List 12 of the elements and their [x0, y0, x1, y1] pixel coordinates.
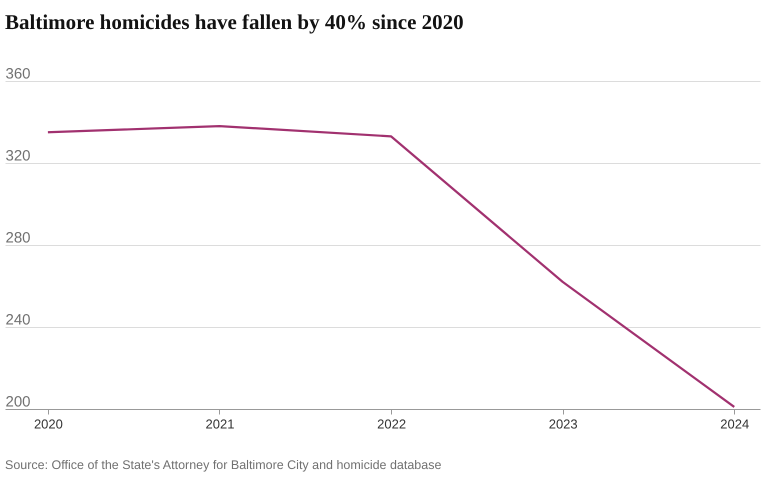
x-tick-label: 2022 — [377, 416, 406, 432]
y-tick-label: 200 — [6, 394, 31, 410]
x-tick-label: 2020 — [34, 416, 63, 432]
x-tick-label: 2023 — [548, 416, 578, 432]
chart-title: Baltimore homicides have fallen by 40% since 2020 — [4, 9, 465, 36]
source-note: Source: Office of the State's Attorney for Baltimore City and homicide database — [5, 458, 442, 472]
y-tick-label: 320 — [6, 148, 31, 164]
y-tick-label: 240 — [6, 312, 31, 328]
x-tick-label: 2024 — [720, 416, 750, 432]
x-tick-label: 2021 — [206, 416, 234, 432]
y-tick-label: 280 — [6, 230, 31, 246]
y-tick-label: 360 — [6, 66, 31, 82]
